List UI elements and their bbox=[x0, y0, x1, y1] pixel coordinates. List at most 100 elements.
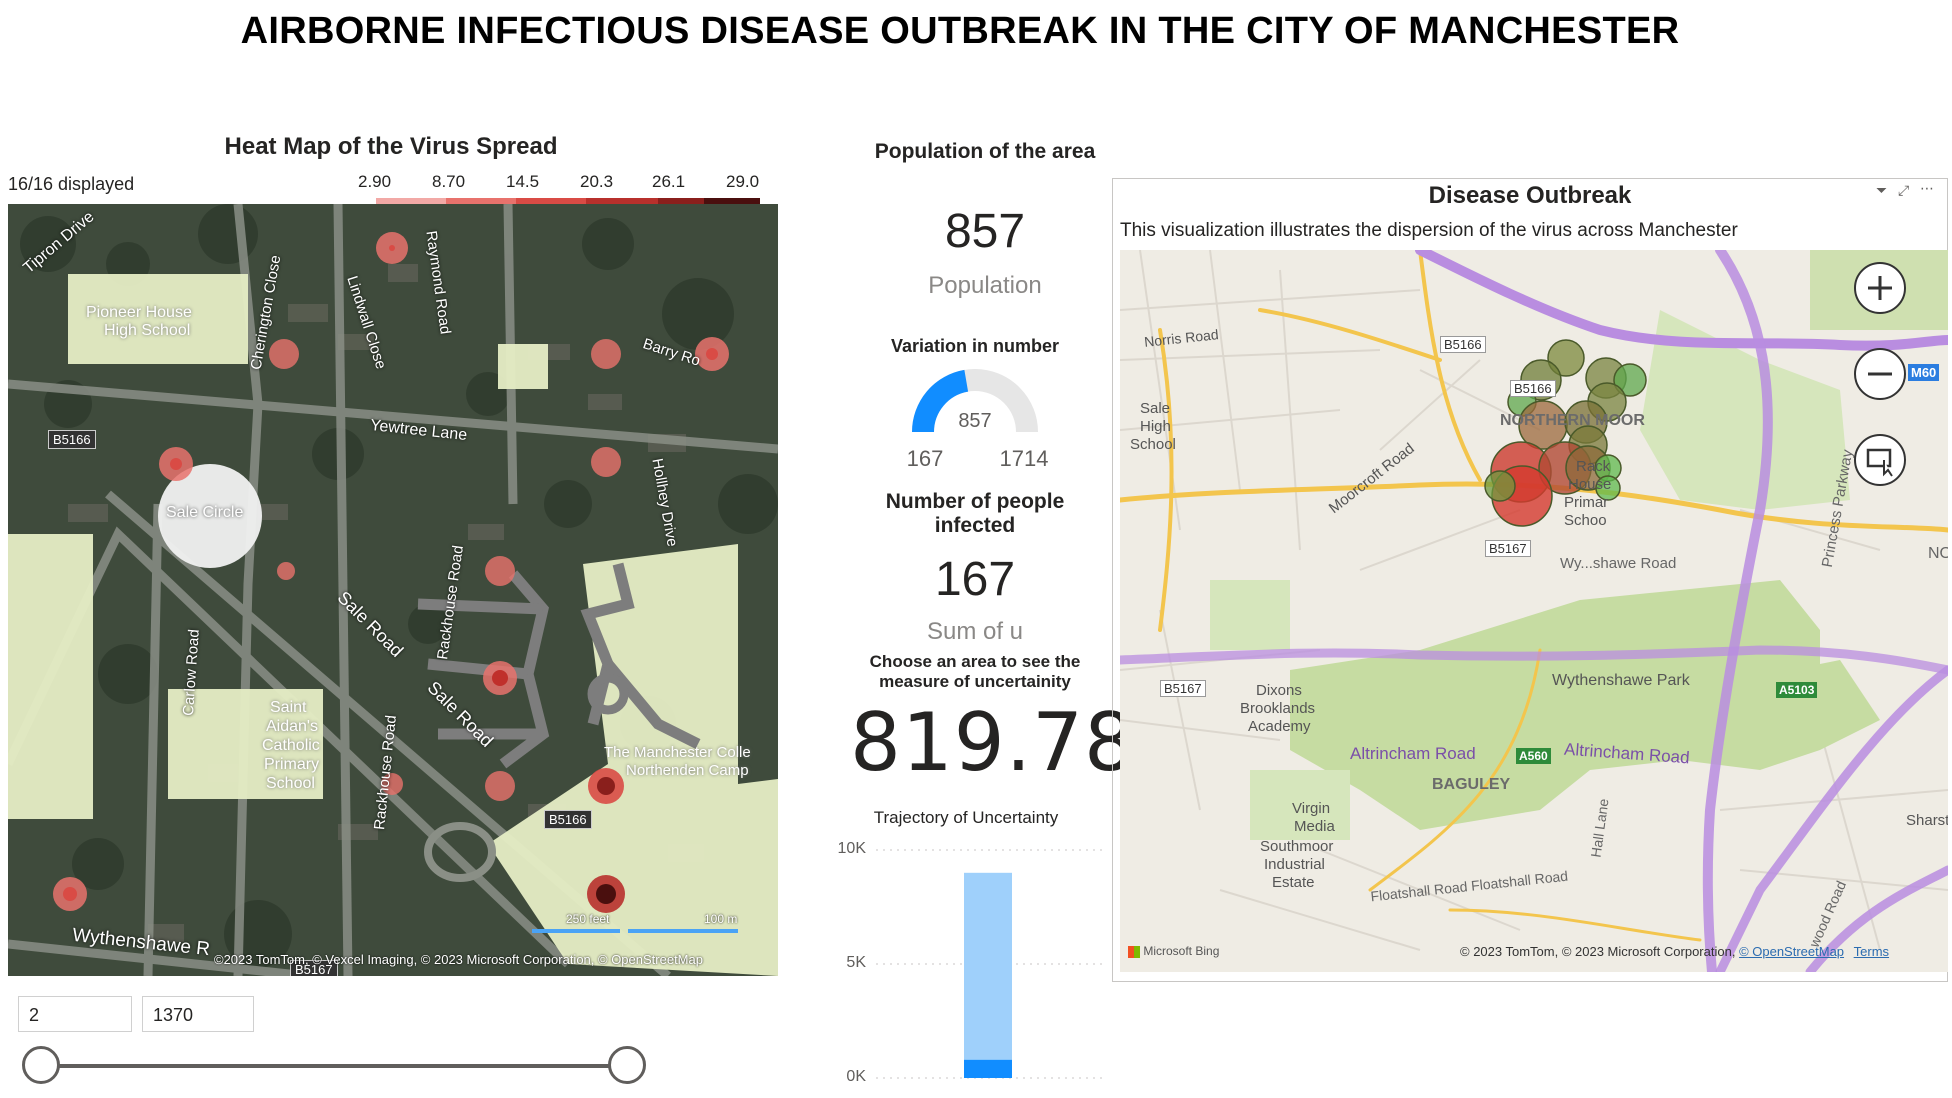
focus-mode-icon[interactable]: ⤢ bbox=[1898, 182, 1910, 198]
map-label: Saint bbox=[270, 699, 307, 716]
uncertainty-value: 819.78 bbox=[850, 696, 1136, 789]
map-label: School bbox=[1130, 436, 1176, 453]
plus-icon bbox=[1868, 276, 1892, 300]
zoom-in-button[interactable] bbox=[1854, 262, 1906, 314]
bar-total[interactable] bbox=[964, 872, 1012, 1060]
selection-tool-button[interactable] bbox=[1854, 434, 1906, 486]
more-options-icon[interactable]: ⋯ bbox=[1920, 180, 1934, 196]
range-slider-track[interactable] bbox=[40, 1064, 628, 1068]
bing-label: Microsoft Bing bbox=[1143, 944, 1220, 958]
legend-label: 2.90 bbox=[358, 172, 392, 191]
heatmap-displayed-count: 16/16 displayed bbox=[8, 174, 135, 194]
heatmap-map[interactable]: Tipron Drive Pioneer House High School C… bbox=[8, 204, 778, 976]
map-label: Primary bbox=[264, 756, 320, 773]
range-min-input[interactable]: 2 bbox=[18, 996, 132, 1032]
map-attribution: ©2023 TomTom, © Vexcel Imaging, © 2023 M… bbox=[214, 952, 703, 967]
map-label: Media bbox=[1294, 818, 1335, 835]
trajectory-title: Trajectory of Uncertainty bbox=[873, 808, 1059, 827]
bing-logo: Microsoft Bing bbox=[1128, 944, 1219, 958]
zoom-out-button[interactable] bbox=[1854, 348, 1906, 400]
outbreak-title: Disease Outbreak bbox=[1428, 182, 1632, 209]
gauge-title: Variation in number bbox=[890, 336, 1060, 356]
map-label: Sale bbox=[1140, 400, 1171, 417]
range-slider-max-handle[interactable] bbox=[608, 1046, 646, 1084]
map-label: BAGULEY bbox=[1432, 776, 1511, 793]
map-label: Virgin bbox=[1292, 800, 1331, 817]
map-label: Aidan's bbox=[266, 718, 318, 735]
gauge-chart bbox=[912, 369, 1038, 433]
filter-icon[interactable]: ⏷ bbox=[1876, 182, 1888, 198]
uncertainty-title-line2: measure of uncertainity bbox=[879, 672, 1071, 691]
map-label: High bbox=[1140, 418, 1171, 435]
heatmap-canvas bbox=[8, 204, 778, 976]
population-title: Population of the area bbox=[874, 140, 1096, 163]
legend-swatch-1 bbox=[376, 198, 446, 208]
map-label: Northenden Camp bbox=[626, 762, 749, 779]
legend-swatch-6 bbox=[704, 198, 760, 208]
road-shield: B5166 bbox=[544, 810, 592, 829]
map-label: Estate bbox=[1272, 874, 1315, 891]
infected-title-line2: infected bbox=[934, 514, 1016, 537]
map-label: Brooklands bbox=[1240, 700, 1316, 717]
map-label: NORTHERN MOOR bbox=[1500, 412, 1645, 429]
road-shield: B5166 bbox=[48, 430, 96, 449]
outbreak-map-canvas bbox=[1120, 250, 1948, 972]
terms-link[interactable]: Terms bbox=[1853, 944, 1890, 959]
road-shield: A560 bbox=[1516, 748, 1551, 764]
map-label: Academy bbox=[1248, 718, 1311, 735]
legend-swatch-4 bbox=[586, 198, 658, 208]
map-label: The Manchester Colle bbox=[604, 744, 751, 761]
map-label: Primar bbox=[1564, 494, 1609, 511]
map-label: Catholic bbox=[262, 737, 320, 754]
infected-title: Number of people infected bbox=[860, 490, 1090, 538]
osm-link[interactable]: © OpenStreetMap bbox=[1739, 944, 1845, 959]
legend-label: 29.0 bbox=[726, 172, 760, 191]
bar-selected[interactable] bbox=[964, 1059, 1012, 1078]
map-label: Industrial bbox=[1264, 856, 1325, 873]
outbreak-map[interactable]: Norris Road B5166 B5166 M60 Sale High Sc… bbox=[1120, 250, 1948, 972]
gauge-value: 857 bbox=[958, 410, 992, 432]
y-tick-label: 10K bbox=[837, 840, 866, 857]
road-shield: B5167 bbox=[290, 960, 338, 976]
map-label: Wy...shawe Road bbox=[1560, 555, 1677, 572]
map-attribution: © 2023 TomTom, © 2023 Microsoft Corporat… bbox=[1460, 944, 1889, 959]
uncertainty-title: Choose an area to see the measure of unc… bbox=[860, 652, 1090, 692]
map-label: Altrincham Road bbox=[1350, 744, 1476, 763]
legend-label: 26.1 bbox=[652, 172, 686, 191]
infected-value: 167 bbox=[934, 553, 1016, 606]
road-shield: B5167 bbox=[1485, 540, 1531, 557]
legend-label: 8.70 bbox=[432, 172, 466, 191]
map-label: Schoo bbox=[1564, 512, 1607, 529]
y-tick-label: 5K bbox=[846, 954, 866, 971]
gauge-min: 167 bbox=[906, 446, 944, 471]
legend-label: 20.3 bbox=[580, 172, 614, 191]
road-shield: B5166 bbox=[1510, 380, 1556, 397]
outbreak-subtitle: This visualization illustrates the dispe… bbox=[1120, 220, 1738, 241]
map-label: School bbox=[266, 775, 315, 792]
map-label: House bbox=[1568, 476, 1612, 493]
road-shield: A5103 bbox=[1776, 682, 1818, 698]
select-rectangle-icon bbox=[1866, 448, 1893, 477]
infected-title-line1: Number of people bbox=[885, 490, 1065, 513]
range-max-input[interactable]: 1370 bbox=[142, 996, 254, 1032]
map-label: Dixons bbox=[1256, 682, 1302, 699]
y-tick-label: 0K bbox=[846, 1068, 866, 1085]
uncertainty-title-line1: Choose an area to see the bbox=[869, 652, 1081, 671]
scale-meters: 100 m bbox=[704, 912, 738, 926]
map-label: High School bbox=[104, 322, 191, 339]
minus-icon bbox=[1868, 372, 1892, 376]
map-label: Wythenshawe Park bbox=[1552, 672, 1690, 689]
page-title: AIRBORNE INFECTIOUS DISEASE OUTBREAK IN … bbox=[240, 10, 1680, 52]
map-label: Southmoor bbox=[1260, 838, 1334, 855]
range-slider-min-handle[interactable] bbox=[22, 1046, 60, 1084]
map-label: Sharst bbox=[1906, 812, 1948, 829]
legend-swatch-2 bbox=[446, 198, 516, 208]
attribution-text: © 2023 TomTom, © 2023 Microsoft Corporat… bbox=[1460, 944, 1736, 959]
population-label: Population bbox=[928, 272, 1042, 299]
map-label: Pioneer House bbox=[86, 304, 192, 321]
map-label: Rack bbox=[1576, 458, 1611, 475]
road-shield: B5166 bbox=[1440, 336, 1486, 353]
legend-swatch-3 bbox=[516, 198, 586, 208]
microsoft-logo-icon bbox=[1128, 945, 1140, 958]
road-shield: M60 bbox=[1908, 364, 1940, 381]
